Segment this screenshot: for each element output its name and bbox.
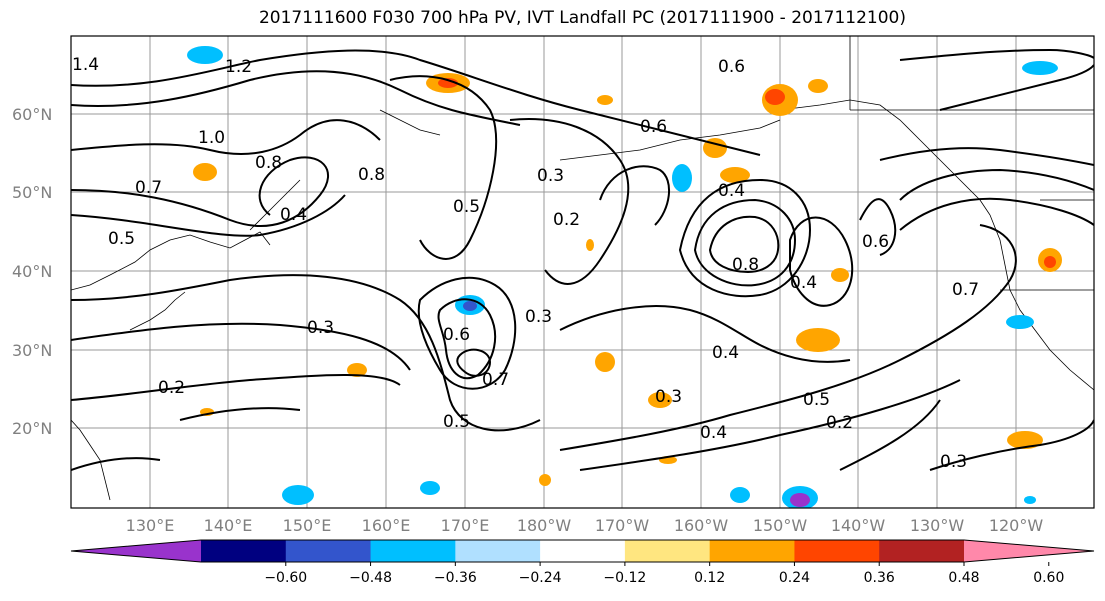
colorbar-tick-label: 0.12 bbox=[694, 570, 725, 586]
contour-label: 0.7 bbox=[135, 178, 162, 198]
contour-label: 0.6 bbox=[443, 325, 470, 345]
lat-label: 40°N bbox=[12, 262, 52, 281]
contour-label: 0.2 bbox=[826, 413, 853, 433]
contour-label: 0.6 bbox=[718, 57, 745, 77]
pv-contours bbox=[71, 48, 1094, 471]
colorbar-segment bbox=[879, 540, 965, 562]
contour-label: 0.3 bbox=[525, 307, 552, 327]
lon-label: 170°W bbox=[595, 516, 650, 535]
lon-label: 120°W bbox=[989, 516, 1044, 535]
lat-label: 60°N bbox=[12, 105, 52, 124]
contour-label: 0.7 bbox=[952, 280, 979, 300]
colorbar-tick-label: 0.24 bbox=[779, 570, 810, 586]
colorbar-tick-label: −0.12 bbox=[603, 570, 646, 586]
colorbar-segment bbox=[624, 540, 711, 562]
contour-label: 1.2 bbox=[225, 57, 252, 77]
colorbar-tick-label: 0.36 bbox=[864, 570, 895, 586]
contour-label: 0.4 bbox=[718, 181, 745, 201]
contour-label: 0.6 bbox=[640, 117, 667, 137]
gridlines bbox=[71, 36, 1094, 508]
colorbar-tick-label: −0.24 bbox=[519, 570, 562, 586]
contour-label: 0.6 bbox=[862, 232, 889, 252]
lat-label: 50°N bbox=[12, 183, 52, 202]
contour-label: 0.3 bbox=[537, 166, 564, 186]
contour-label: 0.5 bbox=[443, 412, 470, 432]
contour-labels: 1.4 1.2 1.0 0.8 0.7 0.5 0.4 0.3 0.2 0.6 … bbox=[72, 55, 979, 472]
colorbar-segment bbox=[455, 540, 541, 562]
contour-label: 0.2 bbox=[158, 378, 185, 398]
colorbar-extend-low bbox=[71, 540, 201, 562]
contour-label: 0.3 bbox=[307, 318, 334, 338]
colorbar-extend-high bbox=[964, 540, 1094, 562]
contour-label: 1.0 bbox=[198, 128, 225, 148]
lon-label: 140°E bbox=[204, 516, 253, 535]
contour-label: 0.3 bbox=[940, 452, 967, 472]
colorbar-outline bbox=[70, 539, 1095, 563]
contour-label: 0.4 bbox=[700, 423, 727, 443]
colorbar-segment bbox=[540, 540, 626, 562]
lon-label: 130°E bbox=[126, 516, 175, 535]
lon-label: 180°W bbox=[517, 516, 572, 535]
colorbar-tick-label: −0.60 bbox=[264, 570, 307, 586]
contour-label: 0.2 bbox=[553, 210, 580, 230]
colorbar-tick-label: 0.60 bbox=[1033, 570, 1064, 586]
lon-label: 130°W bbox=[910, 516, 965, 535]
colorbar: −0.60 −0.48 −0.36 −0.24 −0.12 0.12 0.24 0.36 0.4… bbox=[70, 539, 1095, 586]
lat-label: 30°N bbox=[12, 341, 52, 360]
longitude-labels: 130°E 140°E 150°E 160°E 170°E 180°W 170°… bbox=[126, 516, 1044, 535]
map-panel bbox=[71, 36, 1094, 508]
lon-label: 170°E bbox=[441, 516, 490, 535]
contour-label: 0.4 bbox=[280, 205, 307, 225]
colorbar-tick-label: −0.48 bbox=[349, 570, 392, 586]
colorbar-segment bbox=[794, 540, 880, 562]
contour-label: 0.8 bbox=[255, 153, 282, 173]
map-border bbox=[70, 35, 1095, 509]
coastlines bbox=[71, 36, 1094, 501]
colorbar-segment bbox=[709, 540, 795, 562]
colorbar-tick-label: −0.36 bbox=[434, 570, 477, 586]
map-title: 2017111600 F030 700 hPa PV, IVT Landfall… bbox=[258, 8, 906, 28]
contour-label: 0.4 bbox=[712, 343, 739, 363]
contour-label: 0.7 bbox=[482, 370, 509, 390]
colorbar-tick-label: 0.48 bbox=[948, 570, 979, 586]
colorbar-segment bbox=[201, 540, 287, 562]
contour-label: 0.8 bbox=[732, 255, 759, 275]
contour-label: 0.4 bbox=[790, 273, 817, 293]
lon-label: 150°W bbox=[753, 516, 808, 535]
lon-label: 160°E bbox=[362, 516, 411, 535]
contour-label: 0.5 bbox=[803, 390, 830, 410]
colorbar-segment bbox=[285, 540, 372, 562]
lon-label: 150°E bbox=[283, 516, 332, 535]
contour-label: 0.5 bbox=[108, 229, 135, 249]
contour-label: 0.5 bbox=[453, 197, 480, 217]
contour-label: 0.8 bbox=[358, 165, 385, 185]
lat-label: 20°N bbox=[12, 419, 52, 438]
contour-label: 0.3 bbox=[655, 387, 682, 407]
colorbar-segment bbox=[370, 540, 456, 562]
contour-label: 1.4 bbox=[72, 55, 99, 75]
shaded-anomalies bbox=[187, 46, 1062, 508]
lon-label: 140°W bbox=[831, 516, 886, 535]
lon-label: 160°W bbox=[674, 516, 729, 535]
latitude-labels: 60°N 50°N 40°N 30°N 20°N bbox=[12, 105, 52, 438]
